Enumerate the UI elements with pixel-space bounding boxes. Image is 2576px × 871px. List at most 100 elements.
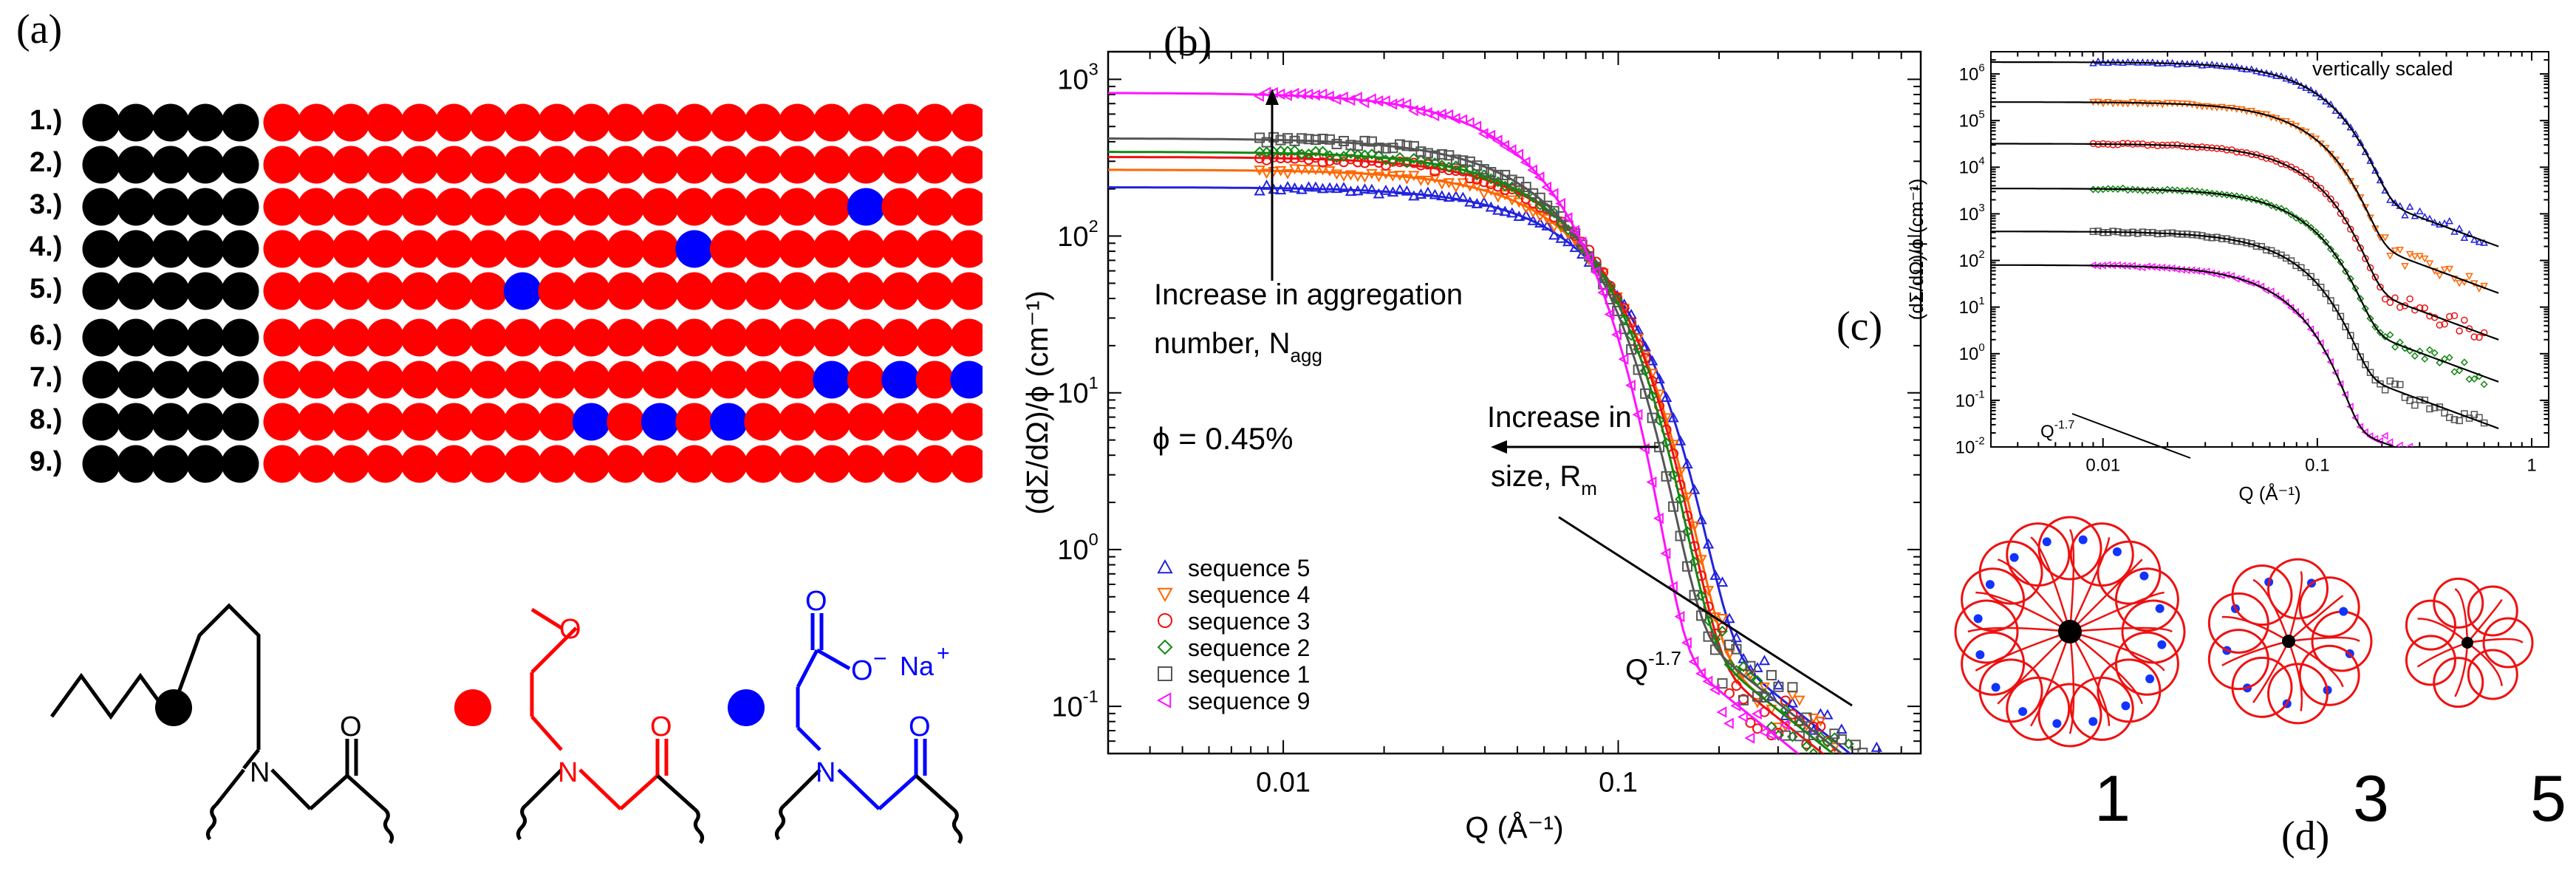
data-point [1837, 777, 1846, 785]
data-point [2376, 437, 2383, 445]
neutral-bead [572, 361, 610, 399]
chain [2252, 641, 2290, 703]
micelle-lobe [2231, 564, 2293, 626]
data-point [2312, 279, 2320, 287]
neutral-bead [400, 445, 439, 483]
neutral-bead [366, 318, 404, 357]
hydrophobic-bead [186, 445, 225, 483]
neutral-bead [744, 230, 782, 268]
data-point [2277, 294, 2284, 303]
data-point [1879, 785, 1888, 794]
data-point [1851, 765, 1860, 773]
data-point [2416, 207, 2424, 215]
charged-bead-key [728, 689, 765, 726]
data-point [2425, 260, 2434, 267]
hydrophobic-bead [82, 146, 120, 184]
hydrophobic-bead [151, 188, 190, 226]
data-point [1737, 711, 1748, 723]
data-point [2238, 193, 2246, 201]
fit-line [1991, 230, 2499, 430]
data-point [2133, 230, 2142, 237]
data-point [2302, 269, 2310, 276]
sequence-row-label: 5.) [30, 273, 63, 304]
data-point [1254, 146, 1265, 157]
data-point [1858, 762, 1867, 771]
data-point [1879, 791, 1888, 799]
charged-site [1973, 614, 1983, 624]
y-tick-label: 102 [1959, 249, 1985, 271]
data-point [1520, 156, 1531, 168]
data-point [2337, 210, 2345, 217]
hydrophobic-bead [186, 188, 225, 226]
neutral-bead [538, 103, 576, 142]
chain [2288, 640, 2344, 688]
data-point [2312, 181, 2320, 189]
y-tick-label: 101 [1959, 296, 1985, 318]
neutral-bead [607, 361, 645, 399]
data-point [2445, 265, 2454, 273]
series-sequence-1 [1991, 228, 2499, 430]
hydrophobic-bead [117, 361, 155, 399]
micelle-lobe [2037, 516, 2102, 581]
charged-site [2052, 719, 2062, 728]
data-point [1816, 758, 1825, 767]
atom-o: O [559, 614, 581, 645]
data-point [1506, 144, 1517, 156]
data-point [2342, 323, 2349, 331]
micelle-lobe [2069, 522, 2134, 587]
neutral-bead [434, 361, 473, 399]
size-annotation-line2: size, Rm [1491, 460, 1597, 499]
neutral-bead [332, 230, 370, 268]
y-axis-label: (dΣ/dΩ)/ϕ (cm⁻¹) [1020, 290, 1054, 515]
chain [2069, 559, 2143, 632]
data-point [1282, 168, 1294, 180]
neutral-bead [847, 103, 885, 142]
data-point [1316, 165, 1329, 176]
data-point [1681, 492, 1693, 503]
data-point [1415, 175, 1427, 186]
data-point [2282, 298, 2289, 307]
charged-site [2078, 535, 2088, 544]
neutral-bead [434, 188, 473, 226]
data-point [2143, 100, 2152, 108]
sequence-row-label: 1.) [30, 105, 63, 136]
data-point [1870, 741, 1883, 752]
data-point [2317, 185, 2325, 192]
data-point [2455, 224, 2464, 232]
neutral-bead [366, 403, 404, 441]
neutral-bead [297, 403, 335, 441]
data-point [1844, 771, 1853, 779]
size-arrowhead [1491, 440, 1507, 454]
series-sequence-2 [1991, 184, 2499, 389]
data-point [1373, 143, 1384, 154]
data-point [2396, 247, 2405, 254]
y-tick-label: 10-1 [1051, 686, 1098, 723]
neutral-bead [744, 188, 782, 226]
data-point [1858, 759, 1867, 767]
data-point [2422, 446, 2423, 447]
neutral-bead [675, 103, 714, 142]
neutral-bead [778, 230, 816, 268]
y-tick-label: 106 [1959, 63, 1985, 85]
data-point [1157, 587, 1173, 603]
data-point [1296, 164, 1308, 175]
y-tick-label: 105 [1959, 109, 1985, 131]
data-point [1548, 205, 1559, 216]
neutral-bead [640, 103, 679, 142]
neutral-bead [709, 230, 748, 268]
atom-o: O [851, 655, 873, 686]
data-point [1752, 691, 1763, 702]
chain [2467, 598, 2503, 643]
neutral-bead [950, 188, 983, 226]
data-point [2232, 192, 2241, 200]
neutral-bead [572, 445, 610, 483]
neutral-bead [469, 361, 508, 399]
neutral-bead [469, 103, 508, 142]
data-point [1401, 185, 1413, 196]
data-point [2377, 283, 2384, 291]
legend-entry: sequence 4 [1188, 581, 1310, 608]
neutral-bead [813, 103, 851, 142]
neutral-bead [813, 272, 851, 310]
neutral-bead [538, 318, 576, 357]
hydrophobic-bead [186, 318, 225, 357]
